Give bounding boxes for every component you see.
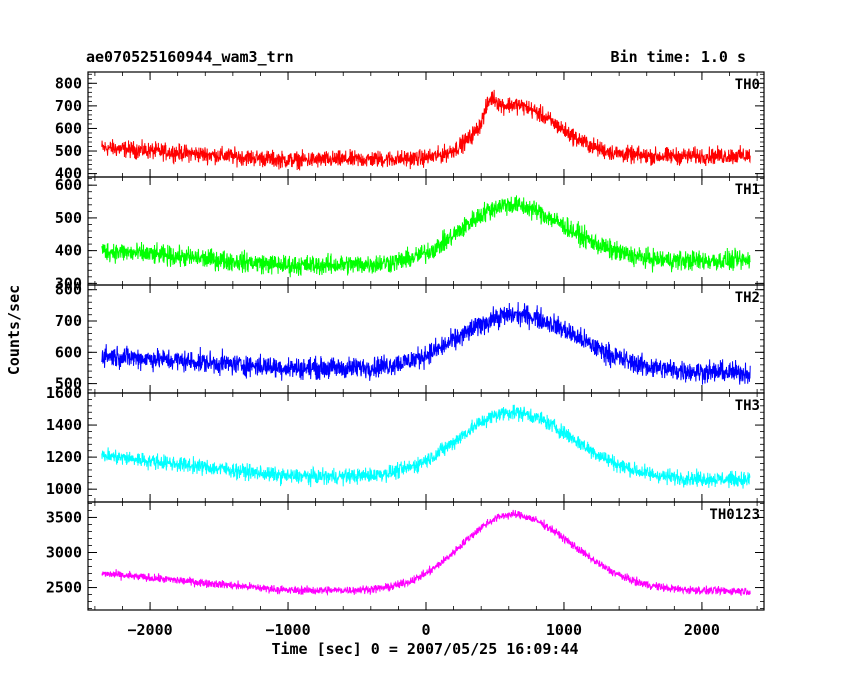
panel-th0: 400 500 600 700 800 TH0 xyxy=(55,71,765,183)
bin-time-label: Bin time: 1.0 s xyxy=(611,48,746,66)
y-tick-label: 2500 xyxy=(46,579,82,597)
x-axis-title: Time [sec] 0 = 2007/05/25 16:09:44 xyxy=(271,640,578,658)
x-tick-label: 0 xyxy=(421,621,430,639)
y-tick-label: 600 xyxy=(55,343,82,361)
y-tick-label: 600 xyxy=(55,176,82,194)
y-tick-label: 600 xyxy=(55,119,82,137)
y-tick-label: 700 xyxy=(55,312,82,330)
panel-label: TH0 xyxy=(735,77,760,93)
y-tick-label: 800 xyxy=(55,281,82,299)
y-tick-label: 1400 xyxy=(46,416,82,434)
panel-label: TH1 xyxy=(735,182,760,198)
y-tick-label: 300 xyxy=(55,274,82,292)
y-tick-label: 500 xyxy=(55,209,82,227)
y-tick-label: 400 xyxy=(55,165,82,183)
series-line-th0 xyxy=(101,89,751,171)
y-axis-title: Counts/sec xyxy=(5,285,23,375)
y-tick-label: 3500 xyxy=(46,508,82,526)
x-tick-label: 2000 xyxy=(684,621,720,639)
y-tick-label: 500 xyxy=(55,375,82,393)
y-tick-label: 1200 xyxy=(46,448,82,466)
panel-label: TH0123 xyxy=(709,507,760,523)
y-tick-label: 400 xyxy=(55,242,82,260)
y-tick-label: 800 xyxy=(55,74,82,92)
y-tick-label: 1000 xyxy=(46,480,82,498)
chart-title: ae070525160944_wam3_trn xyxy=(86,48,294,66)
panel-th1: 300 400 500 600 TH1 xyxy=(55,176,765,292)
series-line-th3 xyxy=(101,404,751,489)
panel-th2: 500 600 700 800 TH2 xyxy=(55,281,765,394)
panel-label: TH3 xyxy=(735,398,760,414)
panel-frame xyxy=(87,501,765,611)
x-tick-label: −2000 xyxy=(128,621,173,639)
panel-frame xyxy=(87,176,765,286)
y-tick-label: 500 xyxy=(55,142,82,160)
x-tick-label: 1000 xyxy=(546,621,582,639)
x-tick-label: −1000 xyxy=(265,621,310,639)
panel-th3: 1000 1200 1400 1600 TH3 xyxy=(46,384,765,503)
panel-frame xyxy=(87,392,765,503)
y-tick-label: 3000 xyxy=(46,543,82,561)
x-axis: −2000 −1000 0 1000 2000 xyxy=(128,621,720,639)
series-line-th2 xyxy=(101,302,751,385)
panel-label: TH2 xyxy=(735,290,760,306)
panels: 400 500 600 700 800 TH0 300 400 500 600 TH1 500 600 7… xyxy=(46,71,765,611)
panel-th0123: 2500 3000 3500 TH0123 xyxy=(46,501,765,611)
y-tick-label: 1600 xyxy=(46,384,82,402)
series-line-th1 xyxy=(101,195,751,278)
series-line-th0123 xyxy=(101,509,751,597)
y-tick-label: 700 xyxy=(55,97,82,115)
